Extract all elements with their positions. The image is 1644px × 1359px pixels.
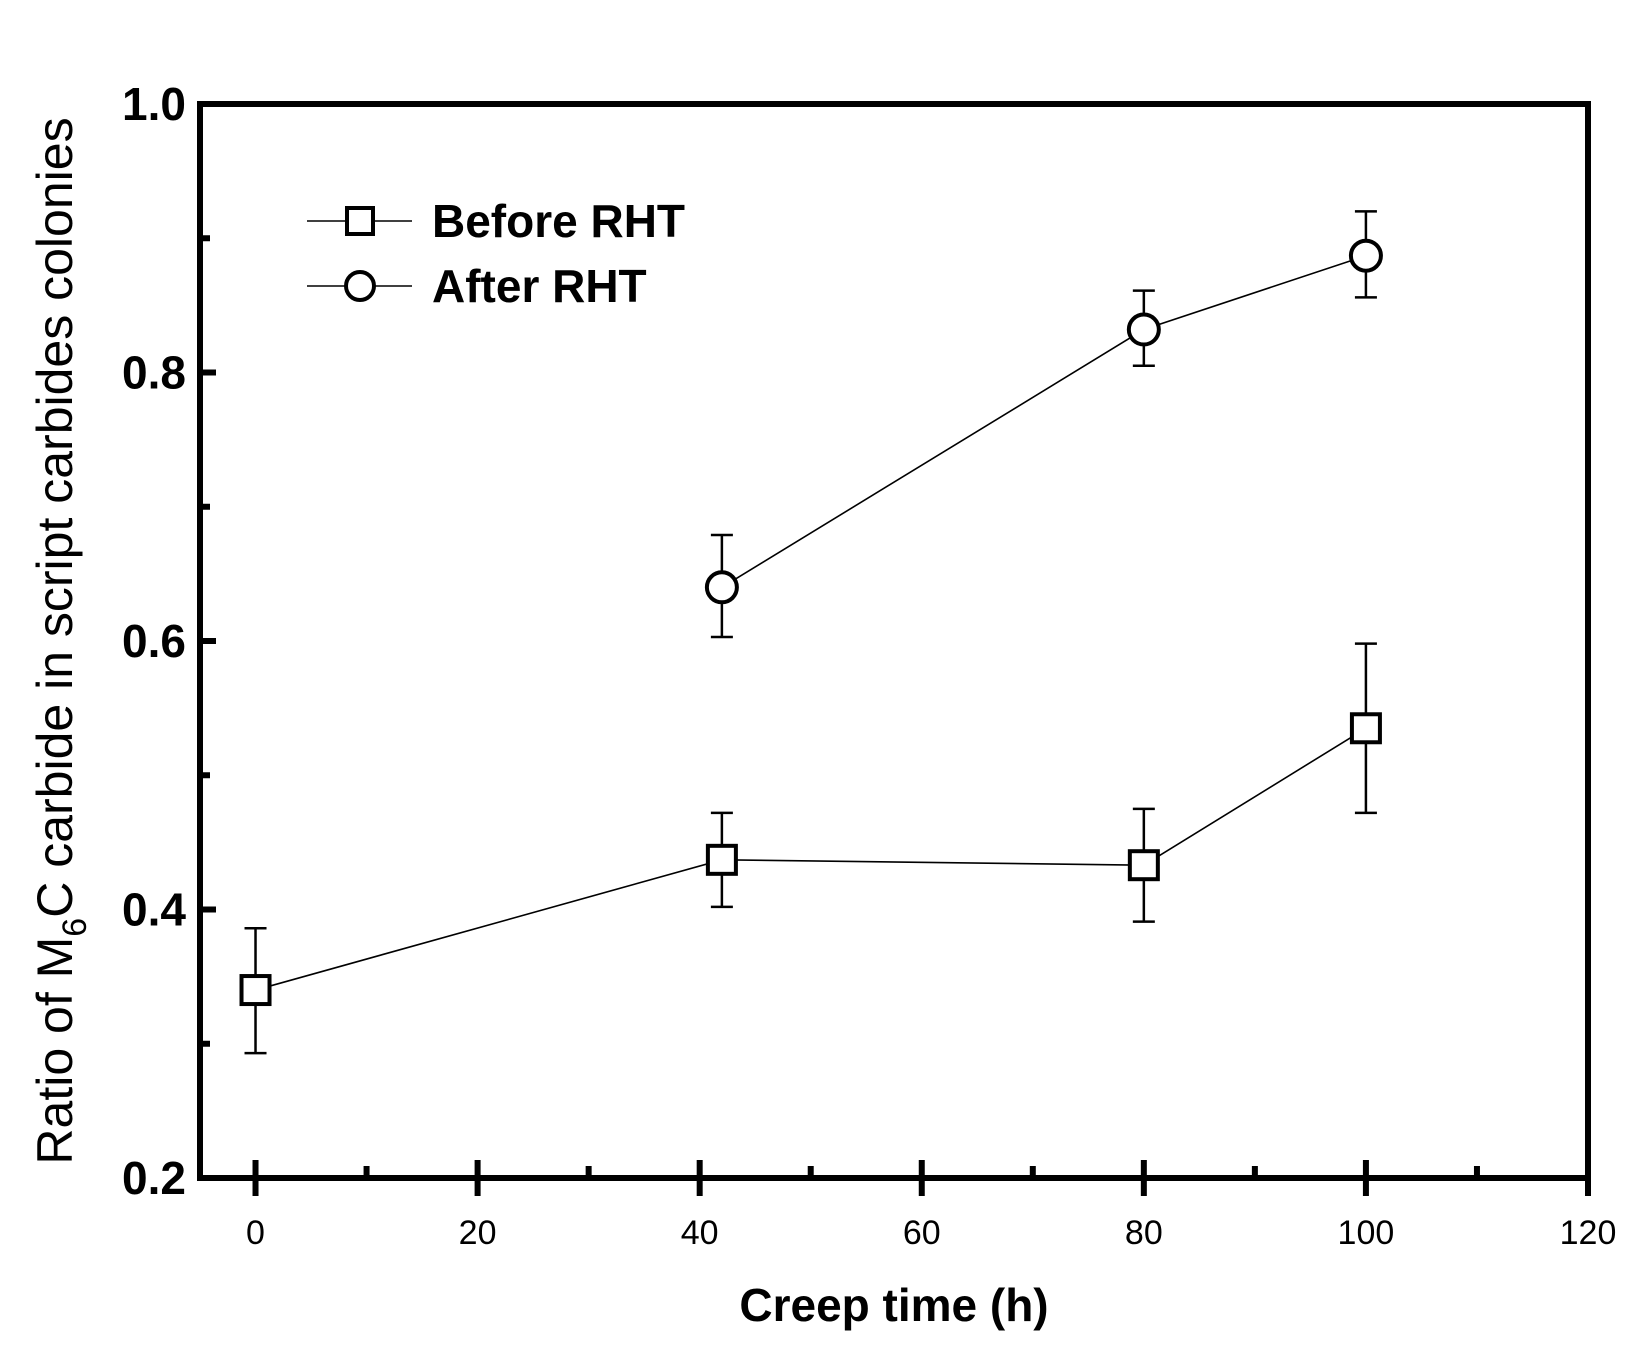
x-tick-label: 120	[1560, 1214, 1617, 1252]
legend-label: After RHT	[432, 260, 647, 312]
y-tick-label: 0.6	[122, 615, 186, 667]
y-tick-label: 0.8	[122, 347, 186, 399]
x-tick-label: 0	[246, 1214, 265, 1252]
x-tick-label: 60	[903, 1214, 941, 1252]
x-tick-label: 20	[459, 1214, 497, 1252]
y-axis-label-subscript: 6	[56, 918, 94, 937]
series-after-rht	[704, 210, 1383, 639]
x-tick-label: 100	[1338, 1214, 1395, 1252]
data-point	[1127, 849, 1160, 882]
legend-label: Before RHT	[432, 195, 685, 247]
y-axis-label-suffix: C carbide in script carbides colonies	[27, 117, 83, 917]
y-tick-label: 1.0	[122, 78, 186, 130]
y-axis-label-prefix: Ratio of M	[27, 937, 83, 1165]
x-tick-label: 80	[1125, 1214, 1163, 1252]
legend: Before RHT After RHT	[307, 195, 685, 312]
series-line	[255, 727, 1367, 991]
data-point	[1348, 238, 1383, 273]
y-tick-label: 0.4	[122, 884, 186, 936]
data-point	[1126, 312, 1161, 347]
y-axis-label: Ratio of M6C carbide in script carbides …	[27, 117, 94, 1164]
data-point	[239, 974, 272, 1007]
data-point	[704, 570, 739, 605]
legend-marker	[344, 270, 376, 302]
data-point	[1349, 712, 1382, 745]
series-line	[721, 254, 1367, 588]
series-before-rht	[239, 642, 1382, 1055]
x-axis-label: Creep time (h)	[739, 1279, 1048, 1331]
y-tick-label: 0.2	[122, 1152, 186, 1204]
legend-marker	[345, 206, 375, 236]
y-axis: 0.2 0.4 0.6 0.8 1.0	[122, 78, 216, 1204]
x-axis: 0 20 40 60 80 100 120	[246, 1160, 1616, 1252]
x-tick-label: 40	[681, 1214, 719, 1252]
data-series	[239, 210, 1383, 1055]
data-point	[705, 843, 738, 876]
